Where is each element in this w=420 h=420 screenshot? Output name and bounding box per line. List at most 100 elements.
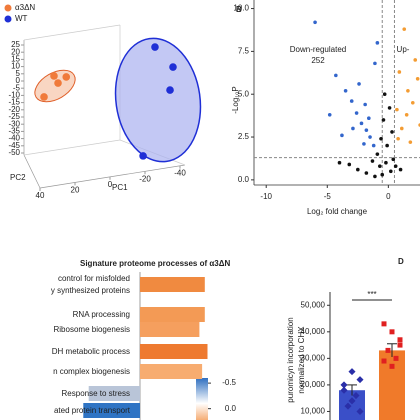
panel-label: B [236,5,242,14]
bar [140,307,205,322]
axis-label: Log₂ fold change [307,207,368,216]
point [408,140,413,144]
bar [140,277,205,292]
point [337,160,342,165]
legend-marker [4,15,12,23]
cluster-ellipse [114,37,202,163]
bar [88,386,140,401]
y-tick-label: 30,000 [301,353,326,362]
point [410,100,415,105]
point [391,157,396,162]
point [348,368,356,376]
point [363,102,367,107]
category-label: DH metabolic process [52,347,130,356]
y-tick-label: -50 [8,148,20,157]
y-tick-label: 10 [11,62,20,71]
x-tick-label: -20 [139,174,151,183]
point [381,358,387,364]
point [364,128,369,132]
point [340,133,344,138]
y-tick-label: -25 [8,112,20,121]
point [397,337,403,343]
axis-label: PC2 [10,173,26,182]
point [367,116,371,120]
axis-label: puromicyn incorporation [286,317,295,402]
category-label: control for misfolded [58,274,130,283]
point [384,160,388,165]
y-tick-label: 15 [11,55,20,64]
point [371,143,376,148]
point [166,86,174,94]
y-tick-label: 0.0 [238,175,250,184]
category-label: n complex biogenesis [53,367,130,376]
point [389,329,395,335]
legend-marker [4,4,12,12]
point [50,72,58,80]
point [347,162,352,167]
point [381,118,386,122]
point [399,126,404,131]
category-label: ated protein transport [54,406,131,415]
x-tick-label: -40 [174,169,186,178]
point [389,169,393,174]
point [351,126,355,131]
y-tick-label: 0 [16,76,21,85]
significance: *** [367,290,376,299]
point [385,347,391,353]
y-tick-label: -35 [8,127,20,136]
cluster-ellipse [34,69,76,103]
point [54,79,62,87]
y-tick-label: 20,000 [301,380,326,389]
point [362,142,366,146]
point [379,136,383,141]
point [393,164,398,168]
y-tick-label: -45 [8,141,20,150]
x-tick-label: 0 [108,180,113,189]
x-tick-label: 0 [386,192,391,201]
panel-label: D [398,257,404,266]
point [364,171,369,175]
axis-label: PC1 [112,183,128,192]
point [373,61,377,66]
point [40,93,48,101]
category-label: y synthesized proteins [51,286,130,295]
point [404,112,409,117]
point [375,152,380,156]
y-tick-label: -20 [8,105,20,114]
point [340,381,348,389]
point [378,164,382,168]
point [356,167,360,172]
axis-label: -Log₁₀P [231,86,240,113]
y-tick-label: 10.0 [233,4,249,13]
axis-label: normalized to CHX [297,326,306,394]
colorbar-label: 0.0 [225,404,237,413]
point [344,402,352,410]
point [139,152,147,160]
colorbar-label: -0.5 [222,378,236,387]
x-tick-label: 40 [36,191,45,200]
volcano-frame [253,0,420,186]
point [402,27,407,31]
point [169,63,177,71]
colorbar [196,378,208,420]
point [390,130,394,134]
point [348,397,356,405]
point [349,99,354,103]
point [356,376,364,384]
bar [83,403,140,418]
y-tick-label: -10 [8,91,20,100]
point [397,70,402,74]
point [327,112,332,117]
point [415,76,420,81]
category-label: Ribosome biogenesis [54,325,131,334]
point [343,88,348,93]
point [356,407,364,415]
point [313,20,317,25]
y-tick-label: -15 [8,98,20,107]
point [413,58,418,62]
point [340,386,348,394]
point [389,363,395,369]
point [406,88,410,93]
legend-label: α3ΔN [15,3,35,12]
